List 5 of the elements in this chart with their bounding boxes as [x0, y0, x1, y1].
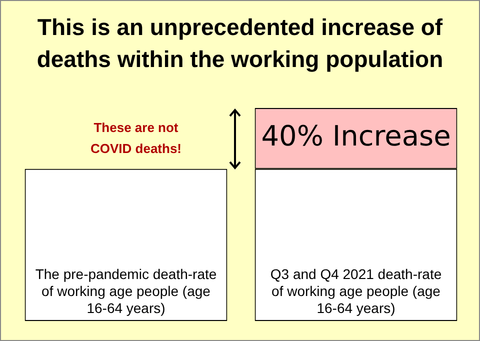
data-label: 40% Increase [261, 120, 451, 153]
annotation: These are not COVID deaths! [89, 119, 182, 158]
chart-title: This is an unprecedented increase of deaths within the working population [36, 13, 444, 74]
x-tick-label: The pre-pandemic death-rate of working age people (age 16-64 years) [35, 266, 217, 316]
x-tick-label: Q3 and Q4 2021 death-rate of working age people (age 16-64 years) [270, 266, 442, 316]
